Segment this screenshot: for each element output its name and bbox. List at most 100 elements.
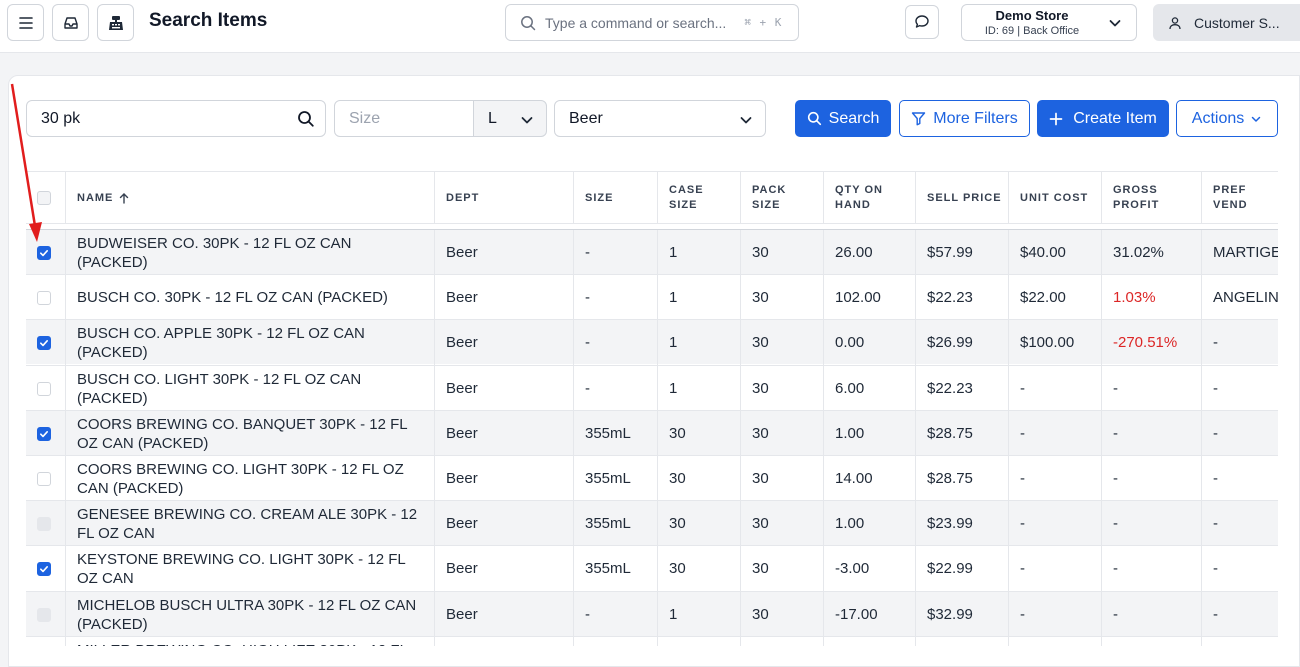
cell-dept: Beer xyxy=(434,366,573,411)
cell-name[interactable]: MILLER BREWING CO. HIGH LIFE 30PK - 12 F… xyxy=(65,637,434,646)
register-button[interactable] xyxy=(97,4,134,41)
menu-button[interactable] xyxy=(7,4,44,41)
cell-name[interactable]: BUSCH CO. APPLE 30PK - 12 FL OZ CAN (PAC… xyxy=(65,320,434,365)
row-checkbox[interactable] xyxy=(37,245,51,260)
inbox-button[interactable] xyxy=(52,4,89,41)
row-checkbox[interactable] xyxy=(37,561,51,576)
cell-pref-vendor: - xyxy=(1201,411,1278,456)
cell-name[interactable]: BUSCH CO. LIGHT 30PK - 12 FL OZ CAN (PAC… xyxy=(65,366,434,411)
table-row[interactable]: MICHELOB BUSCH ULTRA 30PK - 12 FL OZ CAN… xyxy=(26,591,1278,637)
row-checkbox[interactable] xyxy=(37,516,51,531)
cell-gross-profit: - xyxy=(1101,592,1201,637)
row-checkbox[interactable] xyxy=(37,471,51,486)
cell-unit-cost: - xyxy=(1008,411,1101,456)
actions-button[interactable]: Actions xyxy=(1176,100,1278,137)
cell-text: MARTIGE xyxy=(1213,244,1278,261)
cell-unit-cost xyxy=(1008,637,1101,646)
row-checkbox[interactable] xyxy=(37,290,51,305)
cell-text: 30 xyxy=(669,560,686,577)
cell-text: - xyxy=(1020,606,1025,623)
cell-text: 30 xyxy=(752,425,769,442)
chat-button[interactable] xyxy=(905,5,939,39)
row-checkbox[interactable] xyxy=(37,607,51,622)
cell-name[interactable]: BUDWEISER CO. 30PK - 12 FL OZ CAN (PACKE… xyxy=(65,230,434,275)
create-item-button[interactable]: Create Item xyxy=(1037,100,1169,137)
item-search-input[interactable] xyxy=(41,101,281,136)
select-all-checkbox[interactable] xyxy=(37,191,51,205)
search-icon[interactable] xyxy=(297,110,315,128)
cell-size: - xyxy=(573,366,657,411)
cell-pack-size: 30 xyxy=(740,546,823,591)
column-header-gross-profit[interactable]: GROSS PROFIT xyxy=(1101,172,1201,224)
row-select-cell[interactable] xyxy=(26,366,65,411)
column-header-name[interactable]: NAME xyxy=(65,172,434,224)
cell-size: - xyxy=(573,592,657,637)
size-input[interactable] xyxy=(349,101,469,136)
column-header-dept[interactable]: DEPT xyxy=(434,172,573,224)
cell-pref-vendor: - xyxy=(1201,366,1278,411)
row-select-cell[interactable] xyxy=(26,411,65,456)
search-button[interactable]: Search xyxy=(795,100,891,137)
cell-name[interactable]: KEYSTONE BREWING CO. LIGHT 30PK - 12 FL … xyxy=(65,546,434,591)
table-row[interactable]: BUSCH CO. LIGHT 30PK - 12 FL OZ CAN (PAC… xyxy=(26,365,1278,411)
column-header-label: SELL PRICE xyxy=(927,191,1002,204)
cell-name[interactable]: COORS BREWING CO. LIGHT 30PK - 12 FL OZ … xyxy=(65,456,434,501)
cell-dept: Beer xyxy=(434,592,573,637)
unit-select[interactable]: L xyxy=(473,100,547,137)
cell-unit-cost: $40.00 xyxy=(1008,230,1101,275)
cell-text: $100.00 xyxy=(1020,334,1075,351)
column-header-sell-price[interactable]: SELL PRICE xyxy=(915,172,1008,224)
column-header-qty-on-hand[interactable]: QTY ON HAND xyxy=(823,172,915,224)
column-header-pack-size[interactable]: PACK SIZE xyxy=(740,172,823,224)
cell-name[interactable]: GENESEE BREWING CO. CREAM ALE 30PK - 12 … xyxy=(65,501,434,546)
row-select-cell[interactable] xyxy=(26,456,65,501)
cell-size xyxy=(573,637,657,646)
table-row[interactable]: GENESEE BREWING CO. CREAM ALE 30PK - 12 … xyxy=(26,500,1278,546)
row-select-cell[interactable] xyxy=(26,230,65,275)
item-search-field[interactable] xyxy=(26,100,326,137)
header-select-all[interactable] xyxy=(26,172,65,224)
column-header-case-size[interactable]: CASE SIZE xyxy=(657,172,740,224)
table-row[interactable]: COORS BREWING CO. BANQUET 30PK - 12 FL O… xyxy=(26,410,1278,456)
column-header-unit-cost[interactable]: UNIT COST xyxy=(1008,172,1101,224)
cell-text: 30 xyxy=(669,515,686,532)
row-select-cell[interactable] xyxy=(26,637,65,646)
cell-size: 355mL xyxy=(573,411,657,456)
row-select-cell[interactable] xyxy=(26,320,65,365)
table-row[interactable]: BUDWEISER CO. 30PK - 12 FL OZ CAN (PACKE… xyxy=(26,229,1278,275)
table-row[interactable]: MILLER BREWING CO. HIGH LIFE 30PK - 12 F… xyxy=(26,636,1278,646)
table-row[interactable]: COORS BREWING CO. LIGHT 30PK - 12 FL OZ … xyxy=(26,455,1278,501)
table-row[interactable]: BUSCH CO. 30PK - 12 FL OZ CAN (PACKED) Be… xyxy=(26,274,1278,320)
cell-name[interactable]: BUSCH CO. 30PK - 12 FL OZ CAN (PACKED) xyxy=(65,275,434,320)
table-row[interactable]: BUSCH CO. APPLE 30PK - 12 FL OZ CAN (PAC… xyxy=(26,319,1278,365)
cell-text: 30 xyxy=(752,560,769,577)
more-filters-button[interactable]: More Filters xyxy=(899,100,1030,137)
command-search-input[interactable]: Type a command or search... ⌘ + K xyxy=(505,4,799,41)
row-select-cell[interactable] xyxy=(26,501,65,546)
cell-case-size: 1 xyxy=(657,230,740,275)
cell-size: 355mL xyxy=(573,501,657,546)
size-field[interactable] xyxy=(334,100,474,137)
cell-text: - xyxy=(1113,425,1118,442)
store-selector[interactable]: Demo Store ID: 69 | Back Office xyxy=(961,4,1137,41)
cell-text: - xyxy=(1113,560,1118,577)
column-header-pref-vendor[interactable]: PREF VEND xyxy=(1201,172,1278,224)
cell-text: 26.00 xyxy=(835,244,873,261)
row-checkbox[interactable] xyxy=(37,426,51,441)
department-select[interactable]: Beer xyxy=(554,100,766,137)
row-select-cell[interactable] xyxy=(26,592,65,637)
row-checkbox[interactable] xyxy=(37,335,51,350)
cell-name[interactable]: COORS BREWING CO. BANQUET 30PK - 12 FL O… xyxy=(65,411,434,456)
cell-size: 355mL xyxy=(573,546,657,591)
column-header-size[interactable]: SIZE xyxy=(573,172,657,224)
customer-button[interactable]: Customer S... xyxy=(1153,4,1300,41)
check-icon xyxy=(40,565,48,572)
row-checkbox[interactable] xyxy=(37,381,51,396)
cell-text: $22.00 xyxy=(1020,289,1066,306)
check-icon xyxy=(40,430,48,437)
row-select-cell[interactable] xyxy=(26,546,65,591)
table-row[interactable]: KEYSTONE BREWING CO. LIGHT 30PK - 12 FL … xyxy=(26,545,1278,591)
sort-up-arrow-icon xyxy=(120,192,129,204)
cell-name[interactable]: MICHELOB BUSCH ULTRA 30PK - 12 FL OZ CAN… xyxy=(65,592,434,637)
row-select-cell[interactable] xyxy=(26,275,65,320)
